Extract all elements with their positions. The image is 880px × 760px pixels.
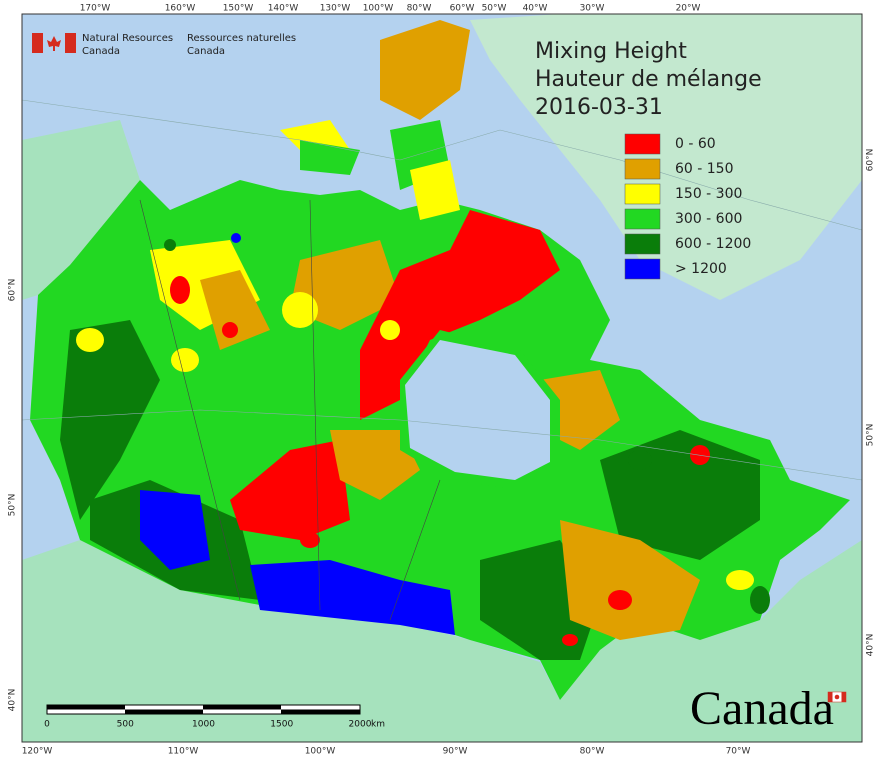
- agency-fr: Canada: [187, 46, 225, 57]
- zone: [726, 570, 754, 590]
- zone: [608, 590, 632, 610]
- title: 2016-03-31: [535, 95, 663, 120]
- border-line: [139, 199, 441, 621]
- zone: [380, 20, 470, 120]
- scale-label: 0: [44, 720, 50, 730]
- graticule-label: 60°N: [8, 279, 18, 302]
- graticule-label: 130°W: [320, 4, 351, 14]
- scale-segment: [47, 705, 125, 710]
- graticule-line: [22, 409, 862, 481]
- title: Hauteur de mélange: [535, 67, 762, 92]
- scale-segment: [125, 709, 203, 714]
- graticule-label: 80°W: [580, 747, 605, 757]
- zone: [250, 560, 455, 635]
- graticule-label: 70°W: [726, 747, 751, 757]
- zone: [171, 348, 199, 372]
- hudson-bay: [405, 340, 550, 480]
- zone: [140, 490, 210, 570]
- zone: [750, 586, 770, 614]
- frame: [21, 13, 863, 743]
- legend-label: 300 - 600: [675, 211, 742, 227]
- legend-label: 0 - 60: [675, 136, 716, 152]
- graticule-label: 40°N: [866, 634, 876, 657]
- nrcan-signature: Natural Resources Canada Ressources natu…: [32, 33, 296, 57]
- scale-label: 500: [117, 720, 134, 730]
- legend-swatch: [624, 183, 661, 205]
- scale-label: 1000: [192, 720, 215, 730]
- graticule-label: 50°N: [8, 494, 18, 517]
- scale-unit: km: [371, 720, 385, 730]
- map-body: [22, 14, 862, 742]
- zone: [628, 450, 652, 470]
- flag-bar: [841, 692, 846, 702]
- zone: [200, 270, 270, 350]
- graticule-label: 30°W: [580, 4, 605, 14]
- graticule-label: 120°W: [22, 747, 53, 757]
- graticule-label: 140°W: [268, 4, 299, 14]
- zone: [380, 320, 400, 340]
- zone: [300, 532, 320, 548]
- agency-en: Natural Resources: [82, 33, 173, 44]
- graticule-label: 150°W: [223, 4, 254, 14]
- legend-swatch: [624, 208, 661, 230]
- wordmark: Canada: [690, 682, 834, 735]
- graticule-label: 40°W: [523, 4, 548, 14]
- scale-label: 2000: [349, 720, 372, 730]
- scale-segment: [281, 709, 360, 714]
- zone: [330, 430, 420, 500]
- flag-bar: [828, 692, 833, 702]
- flag-bar: [65, 33, 76, 53]
- graticule-label: 20°W: [676, 4, 701, 14]
- graticule-label: 40°N: [8, 689, 18, 712]
- title: Mixing Height: [535, 39, 687, 64]
- legend-label: 600 - 1200: [675, 236, 751, 252]
- greenland: [470, 14, 862, 300]
- scale-segment: [203, 705, 281, 710]
- wordmark-flag: [827, 691, 847, 703]
- legend-label: 60 - 150: [675, 161, 734, 177]
- zone: [76, 328, 104, 352]
- graticule-label: 160°W: [165, 4, 196, 14]
- zone: [222, 322, 238, 338]
- zone: [231, 233, 241, 243]
- zone: [170, 276, 190, 304]
- graticule-label: 50°W: [482, 4, 507, 14]
- legend-swatch: [624, 258, 661, 280]
- agency-en: Canada: [82, 46, 120, 57]
- zone: [562, 634, 578, 646]
- graticule-label: 60°N: [866, 149, 876, 172]
- scale-label: 1500: [270, 720, 293, 730]
- legend-swatch: [624, 158, 661, 180]
- zone: [230, 440, 350, 540]
- maple-leaf: [834, 694, 840, 700]
- graticule-label: 50°N: [866, 424, 876, 447]
- scale-bar: [46, 704, 361, 715]
- alaska: [22, 120, 140, 300]
- graticule-label: 110°W: [168, 747, 199, 757]
- zone: [410, 160, 460, 220]
- legend-swatch: [624, 133, 661, 155]
- agency-fr: Ressources naturelles: [187, 33, 296, 44]
- zone: [60, 320, 160, 520]
- graticule-label: 100°W: [305, 747, 336, 757]
- graticule-line: [22, 99, 862, 231]
- maple-leaf: [47, 36, 61, 51]
- graticule-label: 60°W: [450, 4, 475, 14]
- graticule-label: 170°W: [80, 4, 111, 14]
- legend-swatch: [624, 233, 661, 255]
- legend-label: 150 - 300: [675, 186, 742, 202]
- flag-bar: [32, 33, 43, 53]
- zone: [164, 239, 176, 251]
- zone: [282, 292, 318, 328]
- weather-field: [30, 20, 850, 700]
- graticule-label: 100°W: [363, 4, 394, 14]
- zone: [560, 520, 700, 640]
- graticule-label: 80°W: [407, 4, 432, 14]
- graticule-label: 90°W: [443, 747, 468, 757]
- legend-label: > 1200: [675, 261, 727, 277]
- usa: [22, 540, 862, 742]
